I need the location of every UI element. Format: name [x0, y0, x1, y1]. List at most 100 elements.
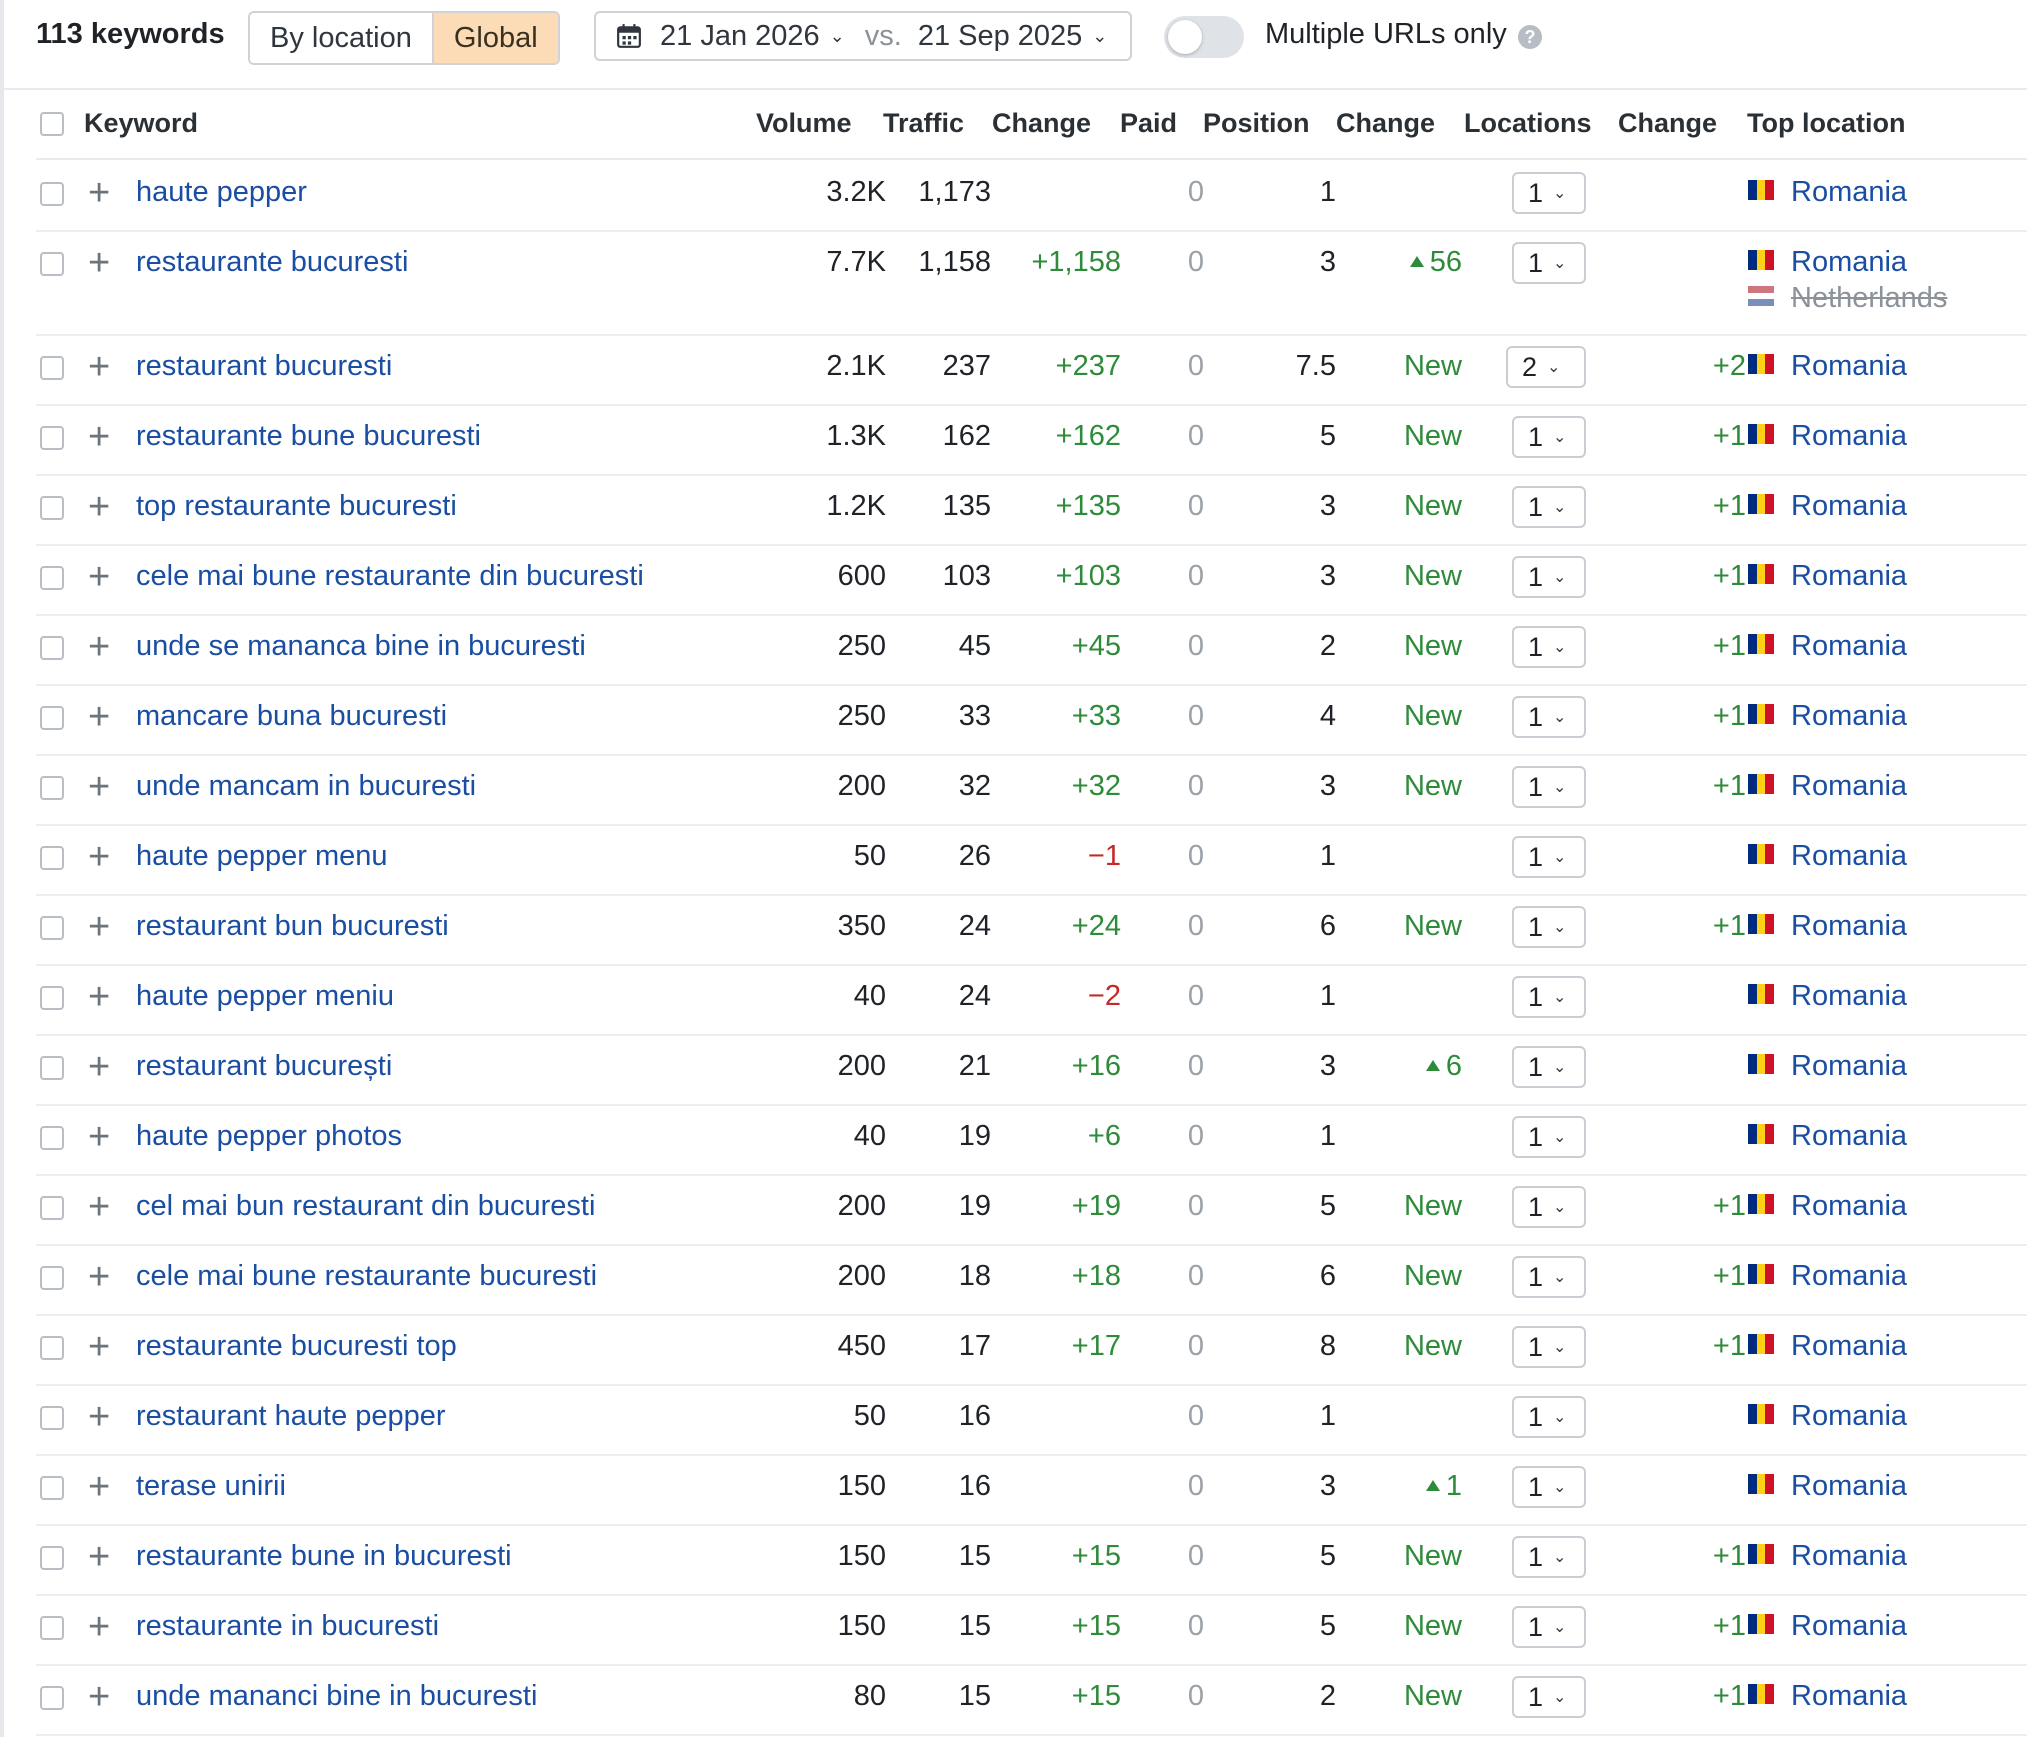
add-keyword-icon[interactable]: +: [88, 1466, 111, 1508]
top-location-link[interactable]: Romania: [1791, 1400, 1908, 1432]
top-location-link[interactable]: Romania: [1791, 420, 1908, 452]
add-keyword-icon[interactable]: +: [88, 1116, 111, 1158]
locations-dropdown[interactable]: 1 ⌄: [1512, 1046, 1586, 1088]
add-keyword-icon[interactable]: +: [88, 1396, 111, 1438]
col-position-change[interactable]: Change: [1336, 108, 1436, 138]
keyword-link[interactable]: cele mai bune restaurante bucuresti: [136, 1260, 598, 1292]
table-row[interactable]: + restaurante bucuresti 7.7K 1,158 +1,158 0 3 5…: [36, 230, 2027, 336]
add-keyword-icon[interactable]: +: [88, 696, 111, 738]
row-checkbox[interactable]: [40, 1266, 64, 1290]
top-location-link[interactable]: Romania: [1791, 980, 1908, 1012]
add-keyword-icon[interactable]: +: [88, 416, 111, 458]
row-checkbox[interactable]: [40, 1336, 64, 1360]
keyword-link[interactable]: haute pepper meniu: [136, 980, 394, 1012]
table-row[interactable]: + terase unirii 150 16 0 3 1 1 ⌄ Romania: [36, 1454, 2027, 1526]
add-keyword-icon[interactable]: +: [88, 1046, 111, 1088]
locations-dropdown[interactable]: 1 ⌄: [1512, 416, 1586, 458]
add-keyword-icon[interactable]: +: [88, 242, 111, 284]
top-location-link[interactable]: Romania: [1791, 700, 1908, 732]
top-location-link[interactable]: Romania: [1791, 490, 1908, 522]
top-location-link[interactable]: Romania: [1791, 176, 1908, 208]
locations-dropdown[interactable]: 2 ⌄: [1506, 346, 1586, 388]
row-checkbox[interactable]: [40, 706, 64, 730]
add-keyword-icon[interactable]: +: [88, 1676, 111, 1718]
top-location-link[interactable]: Romania: [1791, 910, 1908, 942]
keyword-link[interactable]: restaurante bune in bucuresti: [136, 1540, 512, 1572]
col-keyword[interactable]: Keyword: [84, 108, 199, 138]
keyword-link[interactable]: restaurant bun bucuresti: [136, 910, 449, 942]
table-row[interactable]: + cel mai bun restaurant din bucuresti 200…: [36, 1174, 2027, 1246]
top-location-link[interactable]: Romania: [1791, 1540, 1908, 1572]
table-row[interactable]: + haute pepper menu 50 26 −1 0 1 1 ⌄ Romania: [36, 824, 2027, 896]
col-paid[interactable]: Paid: [1120, 108, 1178, 138]
keyword-link[interactable]: unde se mananca bine in bucuresti: [136, 630, 586, 662]
locations-dropdown[interactable]: 1 ⌄: [1512, 1676, 1586, 1718]
keyword-link[interactable]: restaurante in bucuresti: [136, 1610, 440, 1642]
row-checkbox[interactable]: [40, 916, 64, 940]
keyword-link[interactable]: restaurante bucuresti top: [136, 1330, 457, 1362]
keyword-link[interactable]: top restaurante bucuresti: [136, 490, 457, 522]
top-location-link[interactable]: Romania: [1791, 1120, 1908, 1152]
col-volume[interactable]: Volume: [756, 108, 852, 138]
keyword-link[interactable]: cele mai bune restaurante din bucuresti: [136, 560, 644, 592]
tab-global[interactable]: Global: [431, 13, 558, 63]
table-row[interactable]: + haute pepper 3.2K 1,173 0 1 1 ⌄ Romania: [36, 160, 2027, 232]
table-row[interactable]: + restaurant bun bucuresti 350 24 +24 0 6 New 1 ⌄…: [36, 894, 2027, 966]
row-checkbox[interactable]: [40, 1056, 64, 1080]
table-row[interactable]: + unde mancam in bucuresti 200 32 +32 0 3 New 1 ⌄…: [36, 754, 2027, 826]
col-position[interactable]: Position: [1203, 108, 1310, 138]
row-checkbox[interactable]: [40, 252, 64, 276]
row-checkbox[interactable]: [40, 1686, 64, 1710]
add-keyword-icon[interactable]: +: [88, 556, 111, 598]
locations-dropdown[interactable]: 1 ⌄: [1512, 242, 1586, 284]
table-row[interactable]: + unde mananci bine in bucuresti 80 15 +15 0 2…: [36, 1664, 2027, 1736]
locations-dropdown[interactable]: 1 ⌄: [1512, 556, 1586, 598]
lost-location-link[interactable]: Netherlands: [1791, 282, 1948, 314]
top-location-link[interactable]: Romania: [1791, 630, 1908, 662]
table-row[interactable]: + haute pepper photos 40 19 +6 0 1 1 ⌄ Romania: [36, 1104, 2027, 1176]
add-keyword-icon[interactable]: +: [88, 766, 111, 808]
add-keyword-icon[interactable]: +: [88, 1606, 111, 1648]
row-checkbox[interactable]: [40, 846, 64, 870]
table-row[interactable]: + restaurante bucuresti top 450 17 +17 0 8 New 1…: [36, 1314, 2027, 1386]
row-checkbox[interactable]: [40, 496, 64, 520]
add-keyword-icon[interactable]: +: [88, 1256, 111, 1298]
add-keyword-icon[interactable]: +: [88, 486, 111, 528]
table-row[interactable]: + mancare buna bucuresti 250 33 +33 0 4 New 1 ⌄ +1…: [36, 684, 2027, 756]
table-row[interactable]: + top restaurante bucuresti 1.2K 135 +135 0 3 N…: [36, 474, 2027, 546]
row-checkbox[interactable]: [40, 566, 64, 590]
table-row[interactable]: + restaurant haute pepper 50 16 0 1 1 ⌄ Romania: [36, 1384, 2027, 1456]
locations-dropdown[interactable]: 1 ⌄: [1512, 836, 1586, 878]
keyword-link[interactable]: restaurante bucuresti: [136, 246, 409, 278]
locations-dropdown[interactable]: 1 ⌄: [1512, 696, 1586, 738]
locations-dropdown[interactable]: 1 ⌄: [1512, 906, 1586, 948]
keyword-link[interactable]: unde mancam in bucuresti: [136, 770, 477, 802]
top-location-link[interactable]: Romania: [1791, 1050, 1908, 1082]
locations-dropdown[interactable]: 1 ⌄: [1512, 1326, 1586, 1368]
top-location-link[interactable]: Romania: [1791, 840, 1908, 872]
add-keyword-icon[interactable]: +: [88, 906, 111, 948]
locations-dropdown[interactable]: 1 ⌄: [1512, 1466, 1586, 1508]
help-icon[interactable]: ?: [1518, 25, 1542, 49]
locations-dropdown[interactable]: 1 ⌄: [1512, 976, 1586, 1018]
row-checkbox[interactable]: [40, 1476, 64, 1500]
top-location-link[interactable]: Romania: [1791, 560, 1908, 592]
keyword-link[interactable]: restaurant haute pepper: [136, 1400, 446, 1432]
row-checkbox[interactable]: [40, 182, 64, 206]
row-checkbox[interactable]: [40, 1126, 64, 1150]
add-keyword-icon[interactable]: +: [88, 1186, 111, 1228]
col-traffic[interactable]: Traffic: [883, 108, 965, 138]
add-keyword-icon[interactable]: +: [88, 1326, 111, 1368]
col-locations[interactable]: Locations: [1464, 108, 1592, 138]
date-compare[interactable]: 21 Sep 2025: [917, 19, 1083, 52]
add-keyword-icon[interactable]: +: [88, 836, 111, 878]
top-location-link[interactable]: Romania: [1791, 1470, 1908, 1502]
table-row[interactable]: + restaurante bune in bucuresti 150 15 +15 0 5…: [36, 1524, 2027, 1596]
table-row[interactable]: + restaurant bucurești 200 21 +16 0 3 6 1 ⌄ Romani…: [36, 1034, 2027, 1106]
add-keyword-icon[interactable]: +: [88, 172, 111, 214]
multiple-urls-toggle[interactable]: [1164, 16, 1244, 58]
row-checkbox[interactable]: [40, 356, 64, 380]
top-location-link[interactable]: Romania: [1791, 1260, 1908, 1292]
row-checkbox[interactable]: [40, 1546, 64, 1570]
row-checkbox[interactable]: [40, 426, 64, 450]
